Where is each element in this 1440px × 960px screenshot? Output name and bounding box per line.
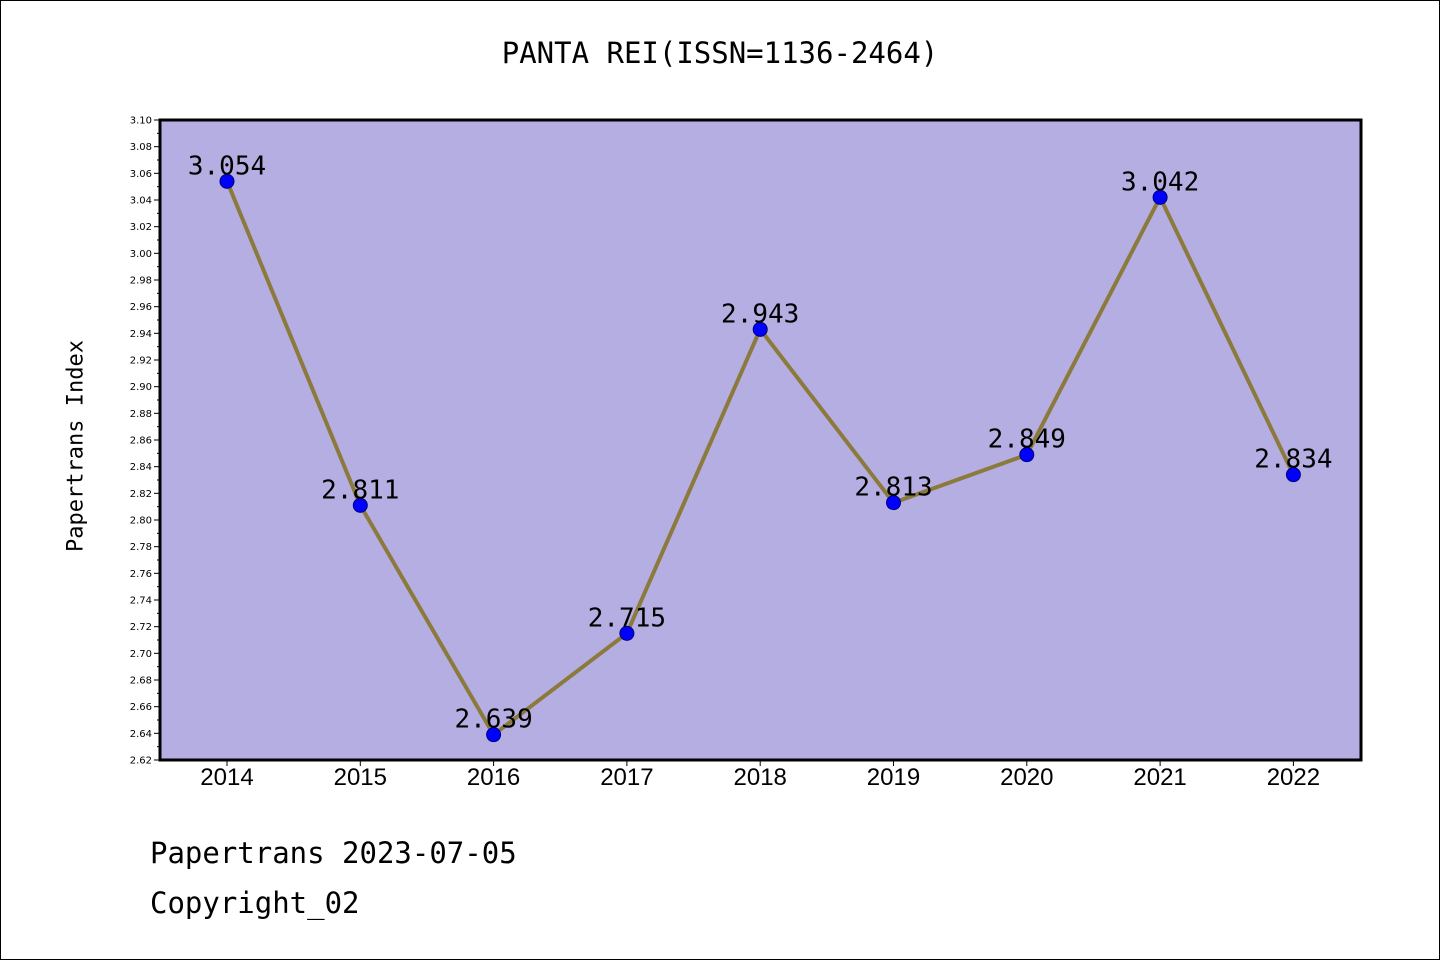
y-tick-label: 2.70 (130, 649, 152, 660)
data-label: 2.834 (1254, 445, 1332, 475)
data-point (752, 321, 768, 337)
data-label: 2.639 (454, 705, 532, 735)
y-tick-label: 2.90 (130, 382, 152, 393)
y-tick-label: 3.10 (130, 116, 152, 127)
x-tick-label: 2019 (867, 764, 920, 791)
y-tick-label: 2.68 (130, 676, 152, 687)
y-tick-label: 2.92 (130, 356, 152, 367)
y-tick-label: 2.78 (130, 542, 152, 553)
data-point (486, 727, 502, 743)
y-tick-label: 3.02 (130, 222, 152, 233)
data-labels: 3.054 2.811 2.639 2.715 2.943 2.813 2.849 3.042… (188, 151, 1333, 734)
x-tick-label: 2016 (467, 764, 520, 791)
y-tick-label: 2.76 (130, 569, 152, 580)
x-tick-label: 2017 (600, 764, 653, 791)
y-tick-label: 2.98 (130, 276, 152, 287)
data-point (1019, 447, 1035, 463)
y-axis: 2.62 2.64 2.66 2.68 2.70 2.72 2.74 2.76 2.78 2.80… (130, 116, 160, 767)
data-label: 2.849 (988, 425, 1066, 455)
plot-area (160, 120, 1361, 760)
data-label: 3.054 (188, 151, 266, 181)
x-tick-label: 2021 (1133, 764, 1186, 791)
data-label: 2.943 (721, 299, 799, 329)
chart-title: PANTA REI(ISSN=1136-2464) (501, 36, 939, 70)
series-markers (219, 173, 1301, 743)
y-tick-label: 2.88 (130, 409, 152, 420)
x-tick-label: 2018 (734, 764, 787, 791)
y-tick-label: 2.66 (130, 702, 152, 713)
plot-border (158, 118, 1363, 762)
data-point (619, 625, 635, 641)
y-tick-label: 2.84 (130, 462, 152, 473)
data-point (352, 497, 368, 513)
data-label: 2.811 (321, 475, 399, 505)
data-label: 3.042 (1121, 167, 1199, 197)
footer-date: Papertrans 2023-07-05 (150, 836, 517, 870)
x-tick-label: 2022 (1267, 764, 1320, 791)
y-tick-label: 2.86 (130, 436, 152, 447)
footer-copyright: Copyright_02 (150, 886, 360, 920)
y-tick-label: 3.08 (130, 142, 152, 153)
data-label: 2.813 (854, 473, 932, 503)
x-tick-label: 2014 (200, 764, 253, 791)
y-tick-label: 2.62 (130, 756, 152, 767)
data-point (886, 495, 901, 511)
x-axis: 2014 2015 2016 2017 2018 2019 2020 2021 2022 (200, 760, 1320, 791)
y-tick-label: 2.64 (130, 729, 152, 740)
y-tick-label: 2.72 (130, 622, 152, 633)
x-tick-label: 2015 (334, 764, 387, 791)
x-tick-label: 2020 (1000, 764, 1053, 791)
y-tick-label: 3.00 (130, 249, 152, 260)
y-tick-label: 2.74 (130, 596, 152, 607)
data-point (1152, 189, 1168, 205)
y-tick-label: 3.06 (130, 169, 152, 180)
y-tick-label: 3.04 (130, 196, 152, 207)
y-tick-label: 2.82 (130, 489, 152, 500)
y-tick-label: 2.80 (130, 516, 152, 527)
data-point (219, 173, 235, 189)
data-label: 2.715 (588, 603, 666, 633)
y-tick-label: 2.94 (130, 329, 152, 340)
y-tick-label: 2.96 (130, 302, 152, 313)
data-point (1285, 467, 1301, 483)
